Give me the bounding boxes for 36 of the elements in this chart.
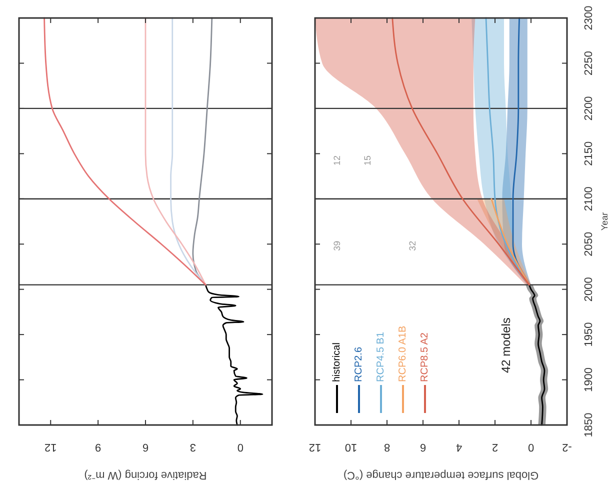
x-tick-label: 0	[237, 441, 244, 454]
annotation: 15	[362, 155, 372, 166]
y-tick-label: 2000	[582, 277, 595, 302]
annotation: 32	[408, 240, 418, 251]
y-tick-label: 2200	[582, 96, 595, 121]
x-tick-label: 12	[44, 441, 57, 454]
y-axis-title: Year	[599, 212, 610, 231]
x-tick-label: 9	[95, 441, 102, 454]
x-tick-label: 6	[142, 441, 149, 454]
y-tick-label: 2150	[582, 141, 595, 166]
x-tick-label: 12	[308, 441, 322, 454]
annotation: 42 models	[499, 318, 514, 373]
text: RCP8.5 A2	[420, 332, 431, 382]
text: historical	[332, 342, 343, 382]
x-tick-label: 8	[384, 441, 390, 454]
x-tick-label: 4	[456, 441, 462, 454]
y-tick-label: 2300	[582, 6, 595, 30]
y-tick-label: 1900	[582, 368, 595, 392]
x-tick-label: 10	[344, 441, 358, 454]
y-tick-label: 2250	[582, 50, 595, 76]
text: RCP6.0 A1B	[398, 326, 409, 382]
x-axis-title: Radiative forcing (W m⁻²)	[84, 469, 207, 482]
y-tick-label: 1950	[582, 322, 595, 347]
x-tick-label: 3	[190, 441, 196, 454]
x-axis-title: Global surface temperature change (°C)	[343, 469, 539, 482]
y-tick-label: 2100	[582, 186, 595, 212]
annotation: 12	[332, 155, 342, 166]
text: RCP4.5 B1	[376, 332, 387, 382]
annotation: 39	[332, 240, 342, 251]
x-tick-label: 0	[528, 441, 534, 454]
x-tick-label: -2	[562, 441, 572, 454]
y-tick-label: 1850	[582, 412, 595, 438]
y-tick-label: 2050	[582, 232, 595, 256]
x-tick-label: 2	[492, 441, 498, 454]
text: RCP2.6	[354, 346, 365, 382]
x-tick-label: 6	[420, 441, 426, 454]
